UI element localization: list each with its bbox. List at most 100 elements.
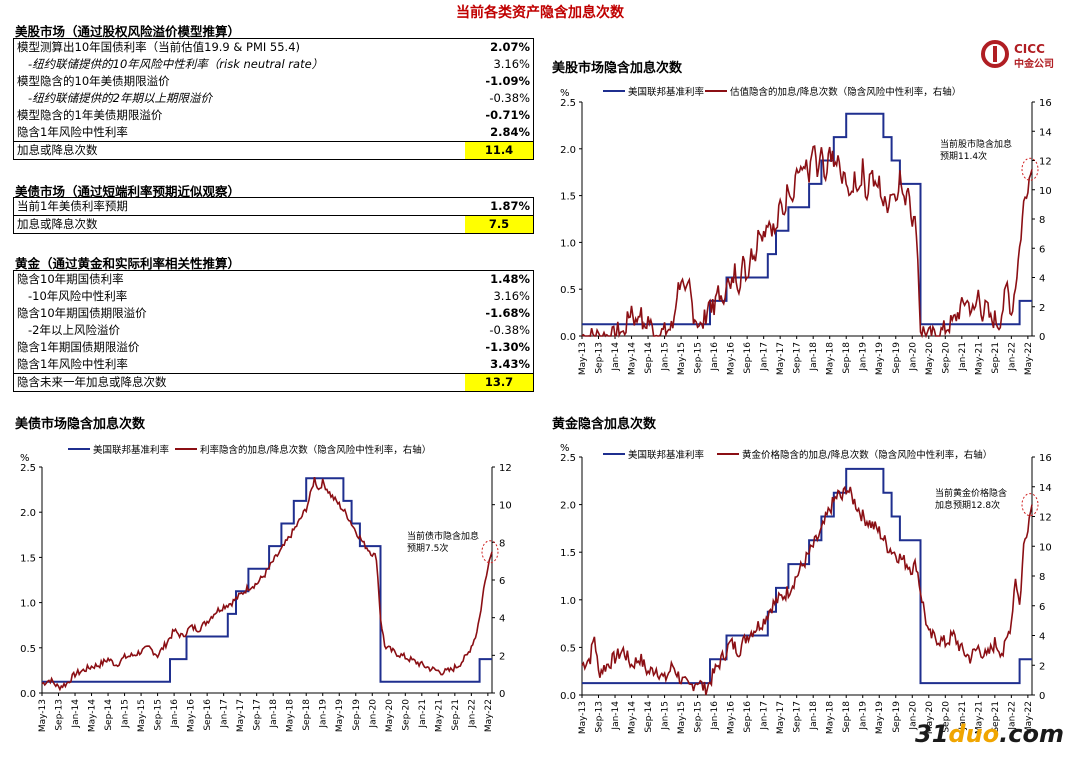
logo-text: CICC xyxy=(1014,42,1045,56)
x-tick-label: Jan-14 xyxy=(611,701,621,731)
legend-label-fed: 美国联邦基准利率 xyxy=(93,444,170,456)
x-tick-label: May-13 xyxy=(578,701,588,734)
x-tick-label: Jan-22 xyxy=(467,699,477,729)
table-row: 隐含1年风险中性利率 2.84% xyxy=(13,124,534,142)
section-gold-title: 黄金（通过黄金和实际利率相关性推算） xyxy=(15,256,241,271)
x-tick-label: Sep-20 xyxy=(401,699,411,731)
x-tick-label: May-21 xyxy=(974,701,984,734)
x-tick-label: Sep-13 xyxy=(595,342,605,374)
x-tick-label: Sep-15 xyxy=(694,342,704,374)
x-tick-label: May-18 xyxy=(286,699,296,732)
y2-tick-label: 6 xyxy=(1039,602,1045,613)
x-tick-label: Jan-17 xyxy=(220,699,230,729)
chart-equity-title: 美股市场隐含加息次数 xyxy=(552,61,683,76)
x-tick-label: Jan-18 xyxy=(809,342,819,372)
x-tick-label: Sep-19 xyxy=(352,699,362,731)
y-tick-label: 2.0 xyxy=(20,508,36,519)
x-tick-label: Sep-14 xyxy=(104,699,114,731)
row-value: 3.16% xyxy=(465,56,534,73)
y-unit-label: % xyxy=(560,443,570,454)
y-tick-label: 1.0 xyxy=(560,238,576,249)
x-tick-label: Jan-21 xyxy=(418,699,428,729)
x-tick-label: Jan-16 xyxy=(710,342,720,372)
row-label: -纽约联储提供的2年期以上期限溢价 xyxy=(13,90,465,107)
x-tick-label: May-14 xyxy=(88,699,98,732)
y-tick-label: 2.5 xyxy=(20,463,36,474)
table-row: 隐含10年期国债利率 1.48% xyxy=(13,270,534,288)
section-equity-title: 美股市场（通过股权风险溢价模型推算） xyxy=(15,24,241,39)
table-row: -纽约联储提供的10年风险中性利率（risk neutral rate） 3.16… xyxy=(13,56,534,73)
table-row: 隐含10年期国债期限溢价 -1.68% xyxy=(13,305,534,322)
row-label: -2年以上风险溢价 xyxy=(13,322,465,339)
y2-tick-label: 0 xyxy=(1039,332,1045,343)
row-label: 隐含1年风险中性利率 xyxy=(13,124,465,142)
row-label: 隐含1年期国债期限溢价 xyxy=(13,339,465,356)
x-tick-label: May-16 xyxy=(727,701,737,734)
x-tick-label: Jan-15 xyxy=(121,699,131,729)
row-value: 1.48% xyxy=(465,270,534,288)
result-value: 11.4 xyxy=(465,141,534,160)
x-tick-label: Sep-13 xyxy=(55,699,65,731)
y2-tick-label: 14 xyxy=(1039,483,1052,494)
y-tick-label: 2.5 xyxy=(560,98,576,109)
y2-tick-label: 10 xyxy=(1039,186,1052,197)
row-value: 3.43% xyxy=(465,356,534,374)
x-tick-label: Jan-19 xyxy=(859,342,869,372)
x-tick-label: May-17 xyxy=(776,701,786,734)
annotation-line-2: 预期7.5次 xyxy=(407,542,448,554)
x-tick-label: Sep-21 xyxy=(991,701,1001,733)
x-tick-label: Sep-19 xyxy=(892,701,902,733)
y2-tick-label: 6 xyxy=(499,576,505,587)
x-tick-label: Sep-17 xyxy=(793,701,803,733)
x-tick-label: Jan-19 xyxy=(319,699,329,729)
table-row: 模型隐含的10年美债期限溢价 -1.09% xyxy=(13,73,534,90)
y-tick-label: 1.5 xyxy=(560,548,576,559)
y2-tick-label: 16 xyxy=(1039,453,1052,464)
y-tick-label: 0.5 xyxy=(560,643,576,654)
x-tick-label: May-20 xyxy=(925,342,935,375)
x-tick-label: Jan-14 xyxy=(71,699,81,729)
annotation-line-1: 当前黄金价格隐含 xyxy=(935,487,1007,499)
annotation-circle xyxy=(481,540,499,564)
x-tick-label: May-15 xyxy=(677,701,687,734)
x-tick-label: Jan-15 xyxy=(661,701,671,731)
row-label: -纽约联储提供的10年风险中性利率（risk neutral rate） xyxy=(13,56,465,73)
table-row: 模型隐含的1年美债期限溢价 -0.71% xyxy=(13,107,534,124)
row-label: 隐含10年期国债利率 xyxy=(13,270,465,288)
table-row: 模型测算出10年国债利率（当前估值19.9 & PMI 55.4) 2.07% xyxy=(13,38,534,56)
y-tick-label: 1.0 xyxy=(560,596,576,607)
legend-label-fed: 美国联邦基准利率 xyxy=(628,86,705,98)
x-tick-label: Jan-18 xyxy=(809,701,819,731)
y2-tick-label: 10 xyxy=(499,501,512,512)
x-tick-label: Jan-16 xyxy=(170,699,180,729)
result-label: 加息或降息次数 xyxy=(13,141,465,160)
x-tick-label: May-19 xyxy=(875,342,885,375)
row-value: -0.38% xyxy=(465,322,534,339)
x-tick-label: Jan-18 xyxy=(269,699,279,729)
y2-tick-label: 2 xyxy=(499,651,505,662)
y-tick-label: 2.0 xyxy=(560,145,576,156)
row-label: 模型隐含的1年美债期限溢价 xyxy=(13,107,465,124)
watermark: 31duo.com xyxy=(915,720,1065,748)
row-label: 模型测算出10年国债利率（当前估值19.9 & PMI 55.4) xyxy=(13,38,465,56)
x-tick-label: May-22 xyxy=(1024,342,1034,375)
x-tick-label: Jan-20 xyxy=(368,699,378,729)
y2-tick-label: 8 xyxy=(1039,572,1045,583)
x-tick-label: May-14 xyxy=(628,701,638,734)
x-tick-label: Sep-18 xyxy=(302,699,312,731)
row-value: 1.87% xyxy=(465,197,534,216)
annotation-line-1: 当前债市隐含加息 xyxy=(407,530,479,542)
y-unit-label: % xyxy=(560,88,570,99)
x-tick-label: Jan-21 xyxy=(958,701,968,731)
x-tick-label: Sep-17 xyxy=(793,342,803,374)
y2-tick-label: 0 xyxy=(499,689,505,700)
x-tick-label: Jan-22 xyxy=(1007,701,1017,731)
x-tick-label: May-14 xyxy=(628,342,638,375)
fed-rate-line xyxy=(42,477,492,683)
x-tick-label: Jan-21 xyxy=(958,342,968,372)
row-value: -1.09% xyxy=(465,73,534,90)
implied-hikes-line xyxy=(41,476,493,692)
row-value: 2.84% xyxy=(465,124,534,142)
y2-tick-label: 6 xyxy=(1039,244,1045,255)
x-tick-label: Sep-14 xyxy=(644,342,654,374)
